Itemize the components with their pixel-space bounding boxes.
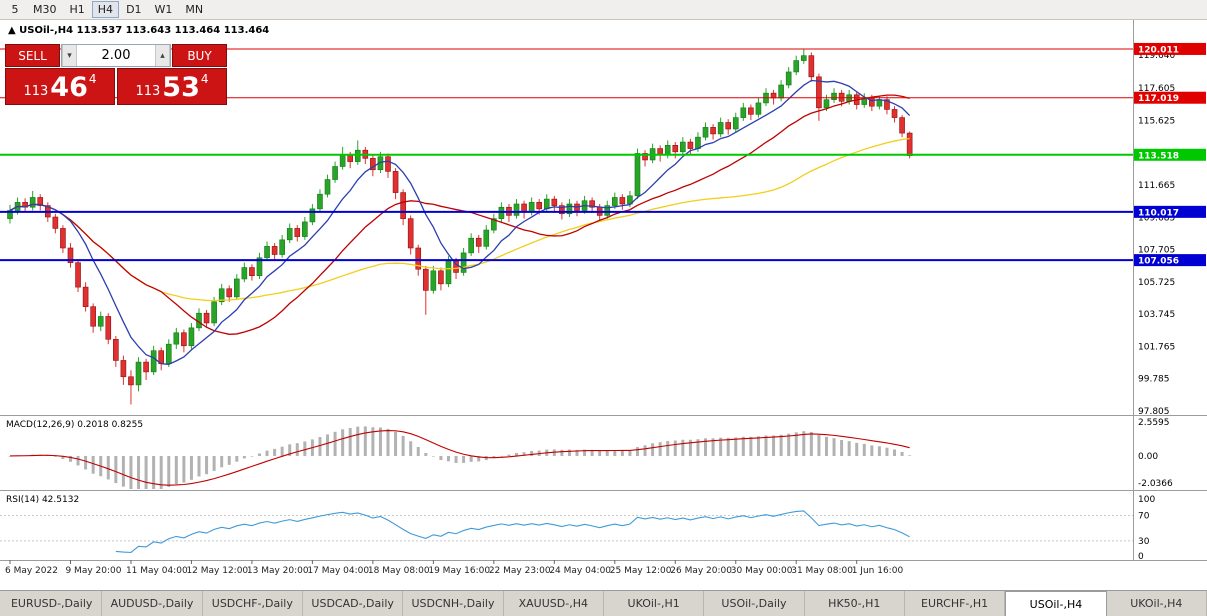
sell-price-display[interactable]: 113 46 4 — [5, 68, 115, 105]
rsi-axis-tick: 30 — [1138, 537, 1150, 547]
timeframe-toolbar: 5 M30 H1 H4 D1 W1 MN — [0, 0, 1207, 20]
volume-input[interactable]: 2.00 — [101, 48, 131, 63]
price-axis-tick: 101.765 — [1138, 342, 1175, 352]
price-axis-tick: 105.725 — [1138, 278, 1175, 288]
chart-tab-xauusd-h4[interactable]: XAUUSD-,H4 — [504, 591, 604, 616]
price-badge-value: 107.056 — [1138, 257, 1179, 267]
time-label: 26 May 20:00 — [670, 566, 732, 576]
buy-price-display[interactable]: 113 53 4 — [117, 68, 227, 105]
time-label: 31 May 08:00 — [791, 566, 853, 576]
time-label: 13 May 20:00 — [247, 566, 309, 576]
chart-canvas[interactable]: 119.640117.605115.625113.645111.665109.6… — [0, 20, 1207, 590]
chart-background — [0, 20, 1207, 590]
price-badge — [1134, 254, 1206, 267]
buy-button[interactable]: BUY — [172, 44, 227, 67]
price-badge — [1134, 91, 1206, 104]
timeframe-button-w1[interactable]: W1 — [149, 1, 179, 18]
time-label: 6 May 2022 — [5, 566, 58, 576]
rsi-label: RSI(14) 42.5132 — [6, 495, 79, 505]
price-axis-tick: 99.785 — [1138, 375, 1170, 385]
price-axis-tick: 111.665 — [1138, 181, 1175, 191]
chart-tab-hk50-h1[interactable]: HK50-,H1 — [805, 591, 905, 616]
rsi-line — [115, 510, 910, 553]
time-label: 17 May 04:00 — [307, 566, 369, 576]
chart-tab-usdchf-daily[interactable]: USDCHF-,Daily — [203, 591, 303, 616]
chart-tab-usoil-daily[interactable]: USOil-,Daily — [704, 591, 805, 616]
price-badge-value: 110.017 — [1138, 208, 1179, 218]
volume-decrease-icon[interactable]: ▾ — [62, 45, 77, 66]
rsi-axis-tick: 70 — [1138, 511, 1150, 521]
macd-axis-tick: 2.5595 — [1138, 418, 1170, 428]
sell-button[interactable]: SELL — [5, 44, 60, 67]
volume-increase-icon[interactable]: ▴ — [155, 45, 170, 66]
price-badge — [1134, 205, 1206, 218]
chart-title: ▲ USOil-,H4 113.537 113.643 113.464 113.… — [8, 25, 269, 36]
time-label: 25 May 12:00 — [610, 566, 672, 576]
price-badge-value: 120.011 — [1138, 45, 1179, 55]
time-label: 1 Jun 16:00 — [852, 566, 904, 576]
time-label: 18 May 08:00 — [368, 566, 430, 576]
chart-tab-eurchf-h1[interactable]: EURCHF-,H1 — [905, 591, 1006, 616]
chart-area: 119.640117.605115.625113.645111.665109.6… — [0, 20, 1207, 590]
time-label: 11 May 04:00 — [126, 566, 188, 576]
price-axis-tick: 115.625 — [1138, 116, 1175, 126]
buy-price-sup: 4 — [200, 72, 209, 86]
price-badge-value: 113.518 — [1138, 151, 1179, 161]
timeframe-button-h4[interactable]: H4 — [91, 1, 120, 18]
chart-tab-usdcad-daily[interactable]: USDCAD-,Daily — [303, 591, 404, 616]
price-badge — [1134, 42, 1206, 55]
chart-tab-usoil-h4[interactable]: USOil-,H4 — [1005, 591, 1107, 616]
sell-price-prefix: 113 — [23, 84, 49, 99]
chart-tab-audusd-daily[interactable]: AUDUSD-,Daily — [102, 591, 203, 616]
price-axis-tick: 103.745 — [1138, 310, 1175, 320]
rsi-axis-tick: 0 — [1138, 552, 1144, 562]
price-badge — [1134, 148, 1206, 161]
sell-price-big: 46 — [50, 72, 88, 103]
time-label: 9 May 20:00 — [65, 566, 121, 576]
time-label: 19 May 16:00 — [428, 566, 490, 576]
price-axis-tick: 107.705 — [1138, 246, 1175, 256]
volume-control: ▾ 2.00 ▴ — [61, 44, 171, 67]
one-click-trading-panel: SELL ▾ 2.00 ▴ BUY 113 46 4 113 53 4 — [5, 44, 227, 105]
timeframe-button-mn[interactable]: MN — [179, 1, 209, 18]
timeframe-button-h1[interactable]: H1 — [64, 1, 91, 18]
chart-tab-eurusd-daily[interactable]: EURUSD-,Daily — [2, 591, 103, 616]
chart-tab-bar: EURUSD-,Daily AUDUSD-,Daily USDCHF-,Daily U… — [0, 590, 1207, 616]
price-axis-tick: 117.605 — [1138, 84, 1175, 94]
time-label: 12 May 12:00 — [186, 566, 248, 576]
macd-axis-tick: -2.0366 — [1138, 479, 1173, 489]
buy-price-big: 53 — [162, 72, 200, 103]
trade-prices-row: 113 46 4 113 53 4 — [5, 68, 227, 105]
chart-tab-usdcnh-daily[interactable]: USDCNH-,Daily — [403, 591, 504, 616]
rsi-axis-tick: 100 — [1138, 495, 1155, 505]
price-axis-tick: 119.640 — [1138, 51, 1175, 61]
price-axis-tick: 109.685 — [1138, 213, 1175, 223]
ma-21-line — [9, 94, 910, 335]
price-axis-tick: 97.805 — [1138, 407, 1170, 417]
time-label: 30 May 00:00 — [731, 566, 793, 576]
chart-tab-ukoil-h1[interactable]: UKOil-,H1 — [604, 591, 705, 616]
buy-price-prefix: 113 — [135, 84, 161, 99]
macd-signal-line — [9, 429, 910, 486]
trade-controls-row: SELL ▾ 2.00 ▴ BUY — [5, 44, 227, 67]
time-label: 22 May 23:00 — [489, 566, 551, 576]
sell-price-sup: 4 — [88, 72, 97, 86]
timeframe-button-5[interactable]: 5 — [4, 1, 26, 18]
chart-tab-ukoil-h4[interactable]: UKOil-,H4 — [1107, 591, 1207, 616]
macd-label: MACD(12,26,9) 0.2018 0.8255 — [6, 420, 143, 430]
macd-axis-tick: 0.00 — [1138, 452, 1158, 462]
timeframe-button-m30[interactable]: M30 — [27, 1, 63, 18]
time-label: 24 May 04:00 — [549, 566, 611, 576]
timeframe-button-d1[interactable]: D1 — [120, 1, 147, 18]
price-badge-value: 117.019 — [1138, 94, 1179, 104]
ma-8-line — [9, 79, 911, 365]
